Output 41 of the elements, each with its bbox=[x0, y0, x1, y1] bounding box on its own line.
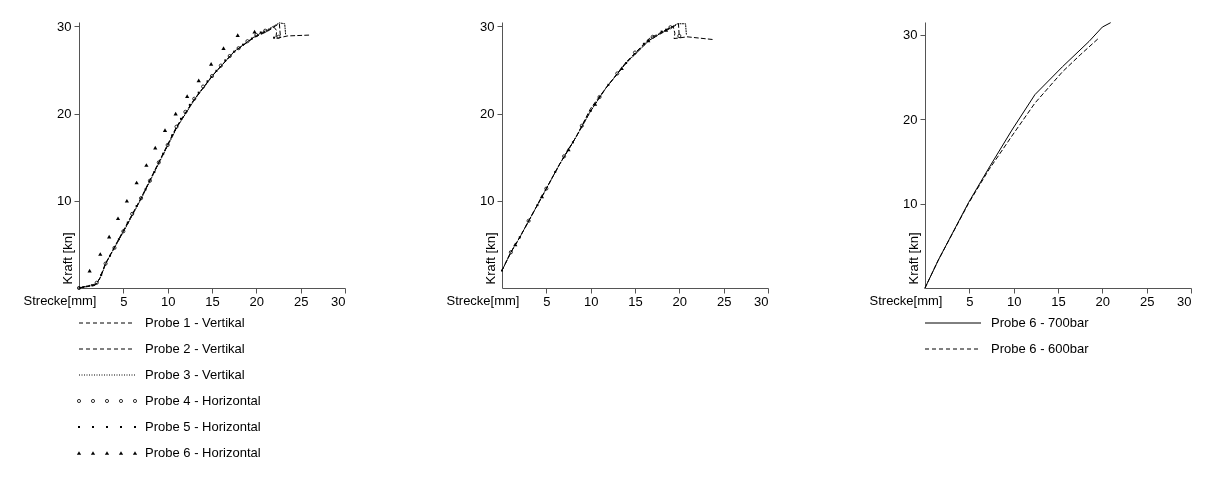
y-tick-label: 30 bbox=[480, 18, 495, 34]
y-tick-label: 20 bbox=[57, 106, 72, 122]
x-tick-label: 20 bbox=[1095, 293, 1111, 309]
y-axis-title: Kraft [kn] bbox=[59, 232, 75, 285]
x-tick-label: 5 bbox=[543, 293, 551, 309]
x-axis-title: Strecke[mm] bbox=[23, 292, 97, 308]
x-tick-label: 5 bbox=[120, 293, 128, 309]
x-tick-label: 30 bbox=[331, 293, 346, 309]
legend-label: Probe 5 - Horizontal bbox=[145, 419, 261, 434]
y-tick-label: 30 bbox=[57, 18, 72, 34]
x-axis-title: Strecke[mm] bbox=[446, 292, 520, 308]
legend-label: Probe 6 - 600bar bbox=[991, 341, 1090, 356]
x-tick-label: 25 bbox=[293, 293, 309, 309]
x-tick-label: 10 bbox=[1006, 293, 1022, 309]
x-tick-label: 20 bbox=[249, 293, 265, 309]
legend-label: Probe 6 - Horizontal bbox=[145, 445, 261, 460]
y-tick-label: 10 bbox=[903, 196, 918, 212]
legend-label: Probe 4 - Horizontal bbox=[145, 393, 261, 408]
x-tick-label: 25 bbox=[1139, 293, 1155, 309]
y-tick-label: 10 bbox=[480, 193, 495, 209]
y-tick-label: 30 bbox=[903, 27, 918, 43]
y-axis-title: Kraft [kn] bbox=[482, 232, 498, 285]
legend-label: Probe 3 - Vertikal bbox=[145, 367, 245, 382]
x-tick-label: 5 bbox=[966, 293, 974, 309]
x-tick-label: 30 bbox=[754, 293, 769, 309]
x-tick-label: 10 bbox=[160, 293, 176, 309]
y-tick-label: 20 bbox=[480, 106, 495, 122]
y-tick-label: 20 bbox=[903, 111, 918, 127]
y-tick-label: 10 bbox=[57, 193, 72, 209]
y-axis-title: Kraft [kn] bbox=[905, 232, 921, 285]
x-tick-label: 20 bbox=[672, 293, 688, 309]
x-tick-label: 15 bbox=[1051, 293, 1066, 309]
x-tick-label: 25 bbox=[716, 293, 732, 309]
legend-label: Probe 2 - Vertikal bbox=[145, 341, 245, 356]
x-axis-title: Strecke[mm] bbox=[869, 292, 943, 308]
x-tick-label: 15 bbox=[628, 293, 643, 309]
legend-label: Probe 1 - Vertikal bbox=[145, 315, 245, 330]
legend-label: Probe 6 - 700bar bbox=[991, 315, 1090, 330]
x-tick-label: 15 bbox=[205, 293, 220, 309]
x-tick-label: 30 bbox=[1177, 293, 1192, 309]
x-tick-label: 10 bbox=[583, 293, 599, 309]
